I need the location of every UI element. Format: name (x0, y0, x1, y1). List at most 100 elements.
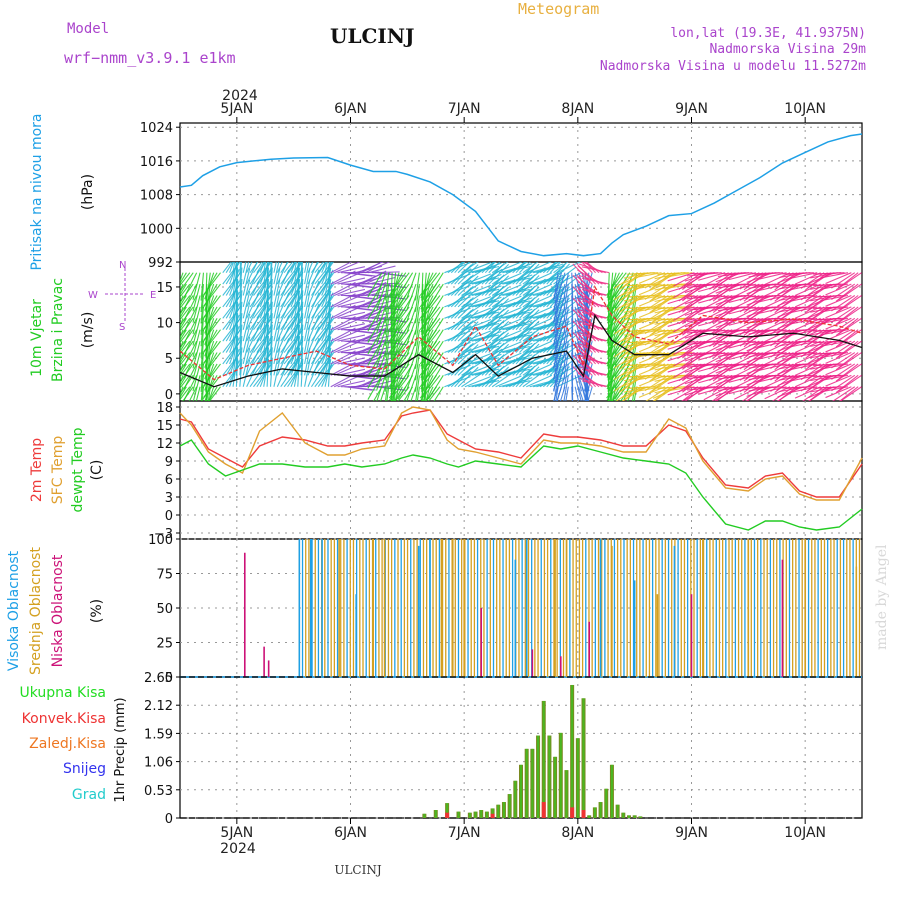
precip-bar-1 (570, 807, 575, 818)
wind-arrow (764, 386, 791, 400)
wind-arrow (361, 262, 383, 274)
wind-arrow (337, 311, 366, 319)
wind-arrow (367, 375, 383, 400)
x-tick-label: 6JAN (334, 825, 367, 841)
wind-arrow (464, 318, 492, 331)
wind-arrow (563, 284, 569, 312)
wind-arrow (831, 374, 856, 392)
wind-arrow (608, 375, 627, 398)
wind-arrow (800, 329, 825, 346)
wind-arrow (488, 286, 510, 308)
wind-arrow (327, 262, 330, 273)
wind-arrow (660, 329, 689, 332)
wind-arrow (464, 296, 492, 308)
wind-arrow (526, 295, 553, 308)
wind-arrow (539, 292, 565, 308)
wind-arrow (406, 295, 417, 323)
wind-arrow (481, 262, 495, 274)
precip-bar-highlight (565, 770, 568, 818)
wind-arrow (724, 386, 753, 390)
wind-arrow (724, 329, 753, 333)
wind-arrow (536, 320, 564, 331)
wind-arrow (384, 341, 390, 369)
wind-arrow (690, 294, 719, 298)
wind-arrow (690, 272, 719, 275)
wind-arrow (464, 307, 492, 319)
wind-arrow (505, 354, 533, 365)
wind-arrow (347, 283, 376, 288)
precip-bar-highlight (542, 700, 545, 818)
wind-arrow (188, 386, 198, 401)
wind-arrow (546, 262, 558, 274)
wind-arrow (273, 262, 277, 273)
wind-arrow (563, 306, 569, 335)
wind-arrow (519, 320, 540, 342)
wind-arrow (831, 306, 856, 323)
wind-arrow (608, 283, 627, 307)
wind-arrow (703, 317, 729, 332)
wind-arrow (304, 324, 311, 353)
panel-frame (179, 122, 863, 263)
wind-arrow (180, 272, 184, 283)
wind-arrow (755, 294, 784, 299)
wind-arrow (764, 306, 791, 320)
wind-arrow (825, 374, 852, 387)
wind-arrow (304, 290, 311, 319)
wind-arrow (825, 352, 852, 364)
wind-arrow (690, 386, 719, 389)
wind-arrow (422, 352, 441, 375)
wind-arrow (297, 324, 300, 353)
precip-legend-label: Zaledj.Kisa (29, 736, 106, 752)
wind-arrow (391, 295, 410, 319)
wind-arrow (693, 272, 722, 276)
wind-arrow (574, 318, 583, 346)
wind-arrow (457, 262, 470, 274)
precip-bar-highlight (520, 764, 522, 818)
pressure-unit: (hPa) (80, 174, 96, 210)
precip-bar-highlight (423, 813, 426, 818)
wind-arrow (324, 262, 331, 285)
wind-arrow (488, 298, 510, 319)
wind-arrow (831, 295, 856, 312)
wind-arrow (608, 340, 627, 364)
wind-arrow (764, 374, 791, 388)
precip-bar-highlight (434, 810, 437, 818)
wind-arrow (644, 329, 669, 346)
wind-arrow (800, 295, 825, 312)
wind-arrow (764, 352, 791, 365)
x-tick-label: 7JAN (448, 101, 481, 117)
wind-arrow (832, 386, 856, 401)
wind-arrow (703, 306, 729, 321)
wind-arrow (317, 317, 335, 342)
wind-arrow (266, 262, 269, 273)
wind-arrow (208, 386, 218, 401)
wind-arrow (800, 363, 825, 381)
wind-arrow (724, 374, 753, 379)
wind-arrow (614, 272, 638, 289)
wind-arrow (203, 363, 221, 387)
wind-axis-title-2: Brzina i Pravac (50, 278, 66, 382)
precip-bar-highlight (593, 807, 596, 818)
wind-arrow (660, 351, 689, 355)
wind-arrow (794, 295, 821, 308)
wind-arrow (203, 306, 221, 330)
y-tick-label: 1000 (140, 222, 173, 237)
wind-arrow (838, 295, 862, 312)
cloud-axis-title: Srednja Oblacnost (28, 547, 44, 675)
wind-arrow (283, 262, 294, 274)
wind-arrow (225, 262, 234, 273)
wind-arrow (242, 336, 251, 365)
wind-arrow (539, 281, 565, 296)
wind-arrow (367, 272, 383, 298)
wind-arrow (180, 317, 191, 332)
wind-arrow (242, 279, 251, 308)
wind-arrow (764, 317, 791, 331)
wind-arrow (347, 272, 376, 277)
wind-arrow (300, 301, 304, 330)
wind-arrow (733, 329, 760, 343)
wind-arrow (693, 340, 722, 345)
wind-arrow (347, 329, 376, 334)
wind-arrow (794, 340, 821, 354)
wind-arrow (273, 313, 281, 342)
wind-arrow (574, 283, 583, 312)
